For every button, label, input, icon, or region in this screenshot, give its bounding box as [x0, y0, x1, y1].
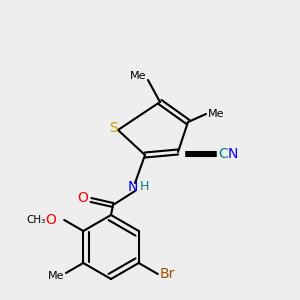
Text: H: H — [139, 181, 149, 194]
Text: S: S — [109, 121, 117, 135]
Text: Me: Me — [208, 109, 224, 119]
Text: O: O — [78, 191, 88, 205]
Text: N: N — [128, 180, 138, 194]
Text: Me: Me — [130, 71, 146, 81]
Text: CH₃: CH₃ — [27, 215, 46, 225]
Text: Br: Br — [160, 267, 176, 281]
Text: O: O — [45, 213, 56, 227]
Text: C: C — [218, 147, 228, 161]
Text: Me: Me — [48, 271, 64, 281]
Text: N: N — [228, 147, 238, 161]
